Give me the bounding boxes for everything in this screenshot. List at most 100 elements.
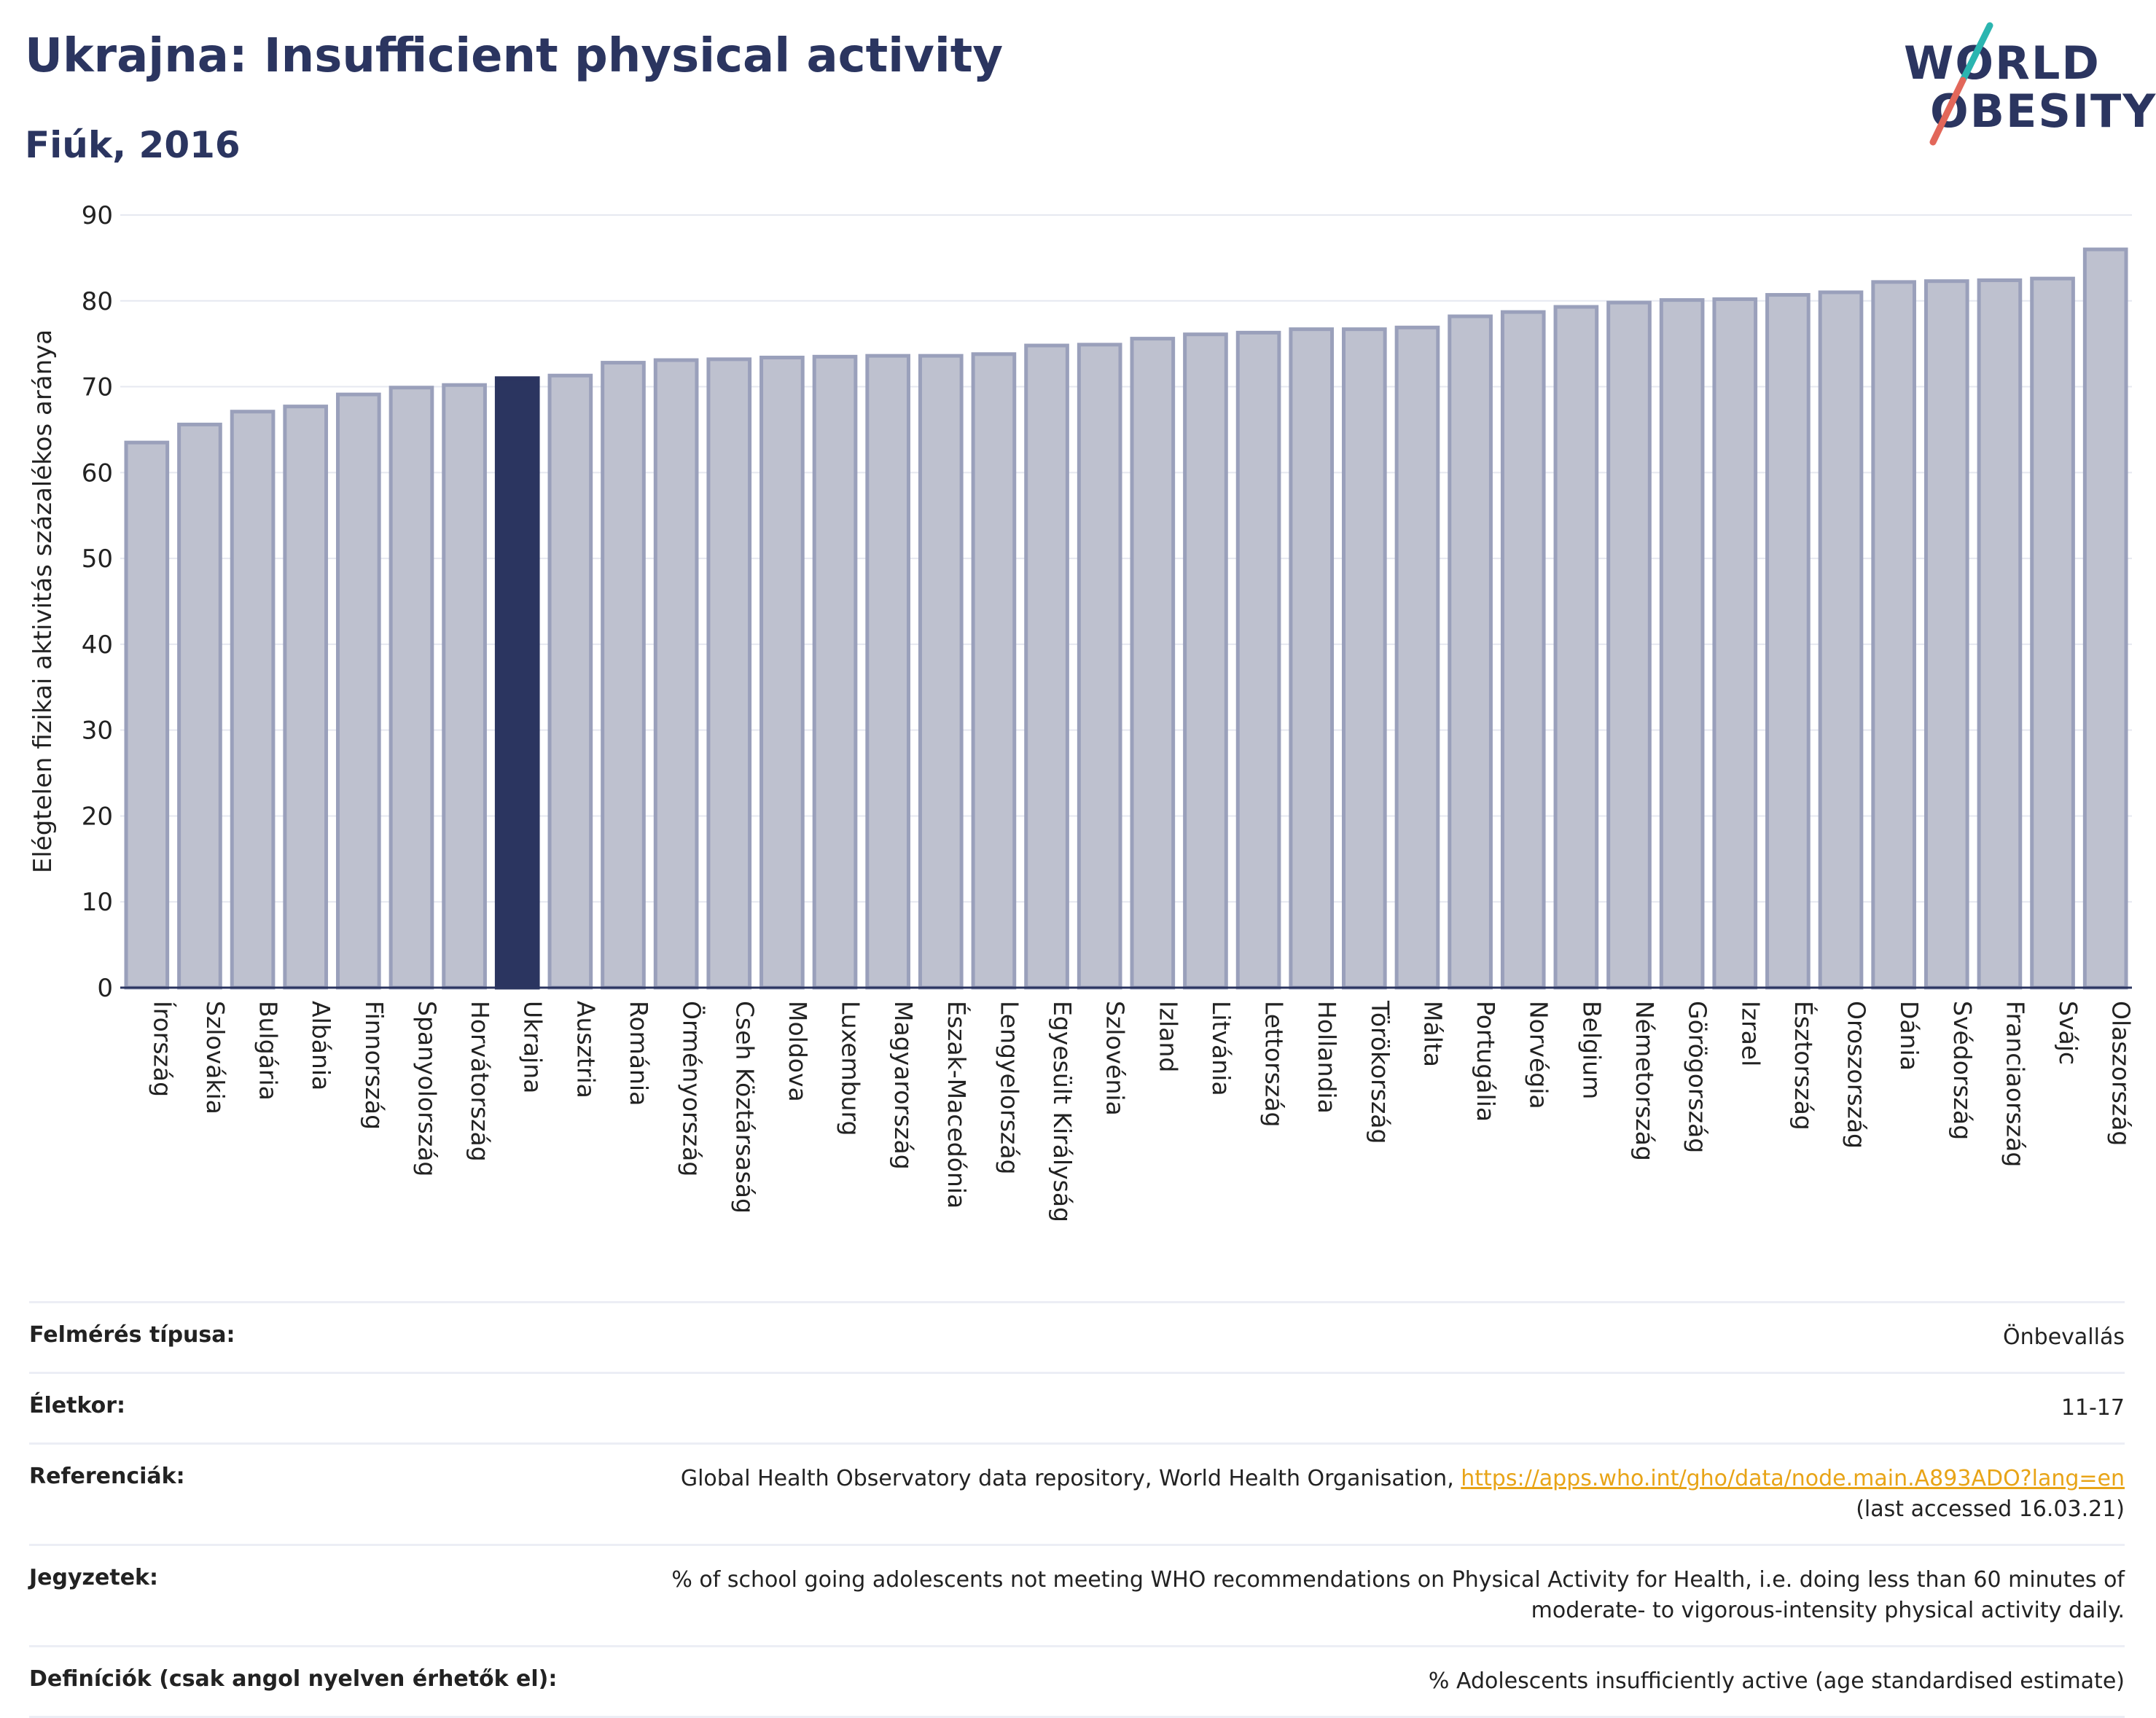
x-tick-label: Franciaország <box>2001 1001 2029 1167</box>
x-tick-label: Hollandia <box>1313 1001 1341 1114</box>
x-tick-label: Izrael <box>1736 1001 1765 1066</box>
bar-svédország <box>1923 279 1969 990</box>
bar-belgium <box>1553 305 1599 990</box>
info-value: % of school going adolescents not meetin… <box>671 1567 2125 1623</box>
bar-ausztria <box>547 373 593 990</box>
x-tick-label: Horvátország <box>466 1001 494 1162</box>
bar-chart: 0 10 20 30 40 50 60 70 80 90 Elégtelen fizikai akt… <box>28 201 2136 1222</box>
bar-olaszország <box>2082 247 2128 990</box>
info-row-references: Referenciák: Global Health Observatory d… <box>29 1442 2125 1544</box>
reference-accessed: (last accessed 16.03.21) <box>1856 1496 2125 1522</box>
y-tick-label: 80 <box>82 287 113 316</box>
x-tick-label: Ukrajna <box>519 1001 547 1093</box>
bar-norvégia <box>1500 310 1546 990</box>
x-tick-label: Románia <box>625 1001 653 1106</box>
logo-slash-icon <box>1929 22 1993 146</box>
x-tick-label: Szlovákia <box>201 1001 230 1114</box>
bar-lengyelország <box>971 352 1017 990</box>
x-tick-label: Albánia <box>307 1001 335 1090</box>
y-axis-label: Elégtelen fizikai aktivitás százalékos a… <box>28 329 58 873</box>
bar-cseh-köztársaság <box>706 357 752 990</box>
bar-törökország <box>1342 327 1387 990</box>
x-tick-label: Oroszország <box>1843 1001 1871 1149</box>
bar-horvátország <box>442 383 487 990</box>
bar-albánia <box>283 405 329 990</box>
x-tick-label: Görögország <box>1684 1001 1712 1153</box>
bar-luxemburg <box>812 354 858 990</box>
y-tick-label: 70 <box>82 373 113 402</box>
bar-moldova <box>759 356 805 990</box>
x-tick-label: Észak-Macedónia <box>942 1001 972 1209</box>
info-row-definitions: Definíciók (csak angol nyelven érhetők e… <box>29 1645 2125 1718</box>
bar-szlovákia <box>177 422 222 990</box>
y-tick-label: 10 <box>82 888 113 917</box>
x-tick-label: Észtország <box>1789 1001 1819 1131</box>
x-tick-label: Dánia <box>1895 1001 1923 1071</box>
bar-spanyolország <box>388 386 434 990</box>
bar-svájc <box>2030 276 2075 990</box>
bar-egyesült-királyság <box>1024 343 1069 990</box>
bar-írország <box>124 440 170 990</box>
bar-portugália <box>1448 314 1493 990</box>
info-table: Felmérés típusa: Önbevallás Életkor: 11-… <box>29 1301 2125 1718</box>
y-tick-label: 40 <box>82 630 113 660</box>
bar-finnország <box>336 392 381 990</box>
x-tick-label: Svájc <box>2054 1001 2082 1065</box>
info-value: Önbevallás <box>2003 1324 2125 1350</box>
page-title: Ukrajna: Insufficient physical activity <box>25 29 1004 83</box>
bar-észak-macedónia <box>918 354 964 990</box>
x-tick-label: Svédország <box>1948 1001 1977 1140</box>
bar-izland <box>1130 337 1176 990</box>
bar-lettország <box>1235 330 1281 990</box>
bar-görögország <box>1659 298 1705 990</box>
x-tick-label: Spanyolország <box>413 1001 441 1176</box>
y-tick-label: 60 <box>82 458 113 488</box>
info-row-survey: Felmérés típusa: Önbevallás <box>29 1301 2125 1372</box>
x-tick-label: Belgium <box>1577 1001 1606 1099</box>
bar-dánia <box>1871 280 1916 990</box>
info-value: % Adolescents insufficiently active (age… <box>1428 1668 2125 1694</box>
x-tick-label: Olaszország <box>2107 1001 2136 1146</box>
reference-link[interactable]: https://apps.who.int/gho/data/node.main.… <box>1461 1466 2125 1491</box>
reference-text: Global Health Observatory data repositor… <box>680 1466 1461 1491</box>
x-tick-label: Írország <box>148 1001 177 1097</box>
logo-line2: OBESITY <box>1930 85 2156 138</box>
bar-románia <box>601 361 646 990</box>
y-tick-label: 0 <box>97 974 113 1003</box>
bar-franciaország <box>1977 278 2023 990</box>
logo-line1: WORLD <box>1904 36 2101 90</box>
x-tick-label: Finnország <box>360 1001 388 1130</box>
bar-észtország <box>1765 293 1811 990</box>
x-tick-label: Luxemburg <box>837 1001 865 1136</box>
x-tick-label: Németország <box>1630 1001 1659 1161</box>
x-tick-label: Bulgária <box>254 1001 283 1101</box>
y-tick-label: 50 <box>82 544 113 574</box>
info-label: Definíciók (csak angol nyelven érhetők e… <box>29 1666 558 1692</box>
bar-magyarország <box>865 354 910 990</box>
x-tick-label: Izland <box>1154 1001 1182 1072</box>
bar-málta <box>1394 325 1440 990</box>
bar-ukrajna <box>494 376 540 990</box>
info-value: 11-17 <box>2061 1395 2125 1421</box>
y-tick-label: 90 <box>82 201 113 230</box>
x-tick-label: Lengyelország <box>995 1001 1023 1174</box>
info-label: Felmérés típusa: <box>29 1322 235 1348</box>
x-tick-label: Norvégia <box>1525 1001 1553 1109</box>
x-tick-label: Moldova <box>784 1001 812 1102</box>
bar-örményország <box>653 358 699 990</box>
x-tick-label: Szlovénia <box>1101 1001 1130 1116</box>
info-value: Global Health Observatory data repositor… <box>681 1464 2125 1525</box>
world-obesity-logo: WORLD OBESITY <box>1895 22 2155 153</box>
bar-szlovénia <box>1077 343 1122 990</box>
x-tick-label: Cseh Köztársaság <box>730 1001 759 1214</box>
y-tick-label: 20 <box>82 802 113 831</box>
x-tick-label: Egyesült Királyság <box>1048 1001 1077 1222</box>
info-row-notes: Jegyzetek: % of school going adolescents… <box>29 1544 2125 1645</box>
x-tick-label: Lettország <box>1260 1001 1289 1127</box>
x-tick-label: Ausztria <box>571 1001 600 1098</box>
x-tick-label: Magyarország <box>889 1001 918 1170</box>
x-tick-label: Örményország <box>678 1001 707 1176</box>
bar-hollandia <box>1289 327 1335 990</box>
bar-oroszország <box>1818 290 1864 990</box>
bar-németország <box>1606 300 1652 990</box>
